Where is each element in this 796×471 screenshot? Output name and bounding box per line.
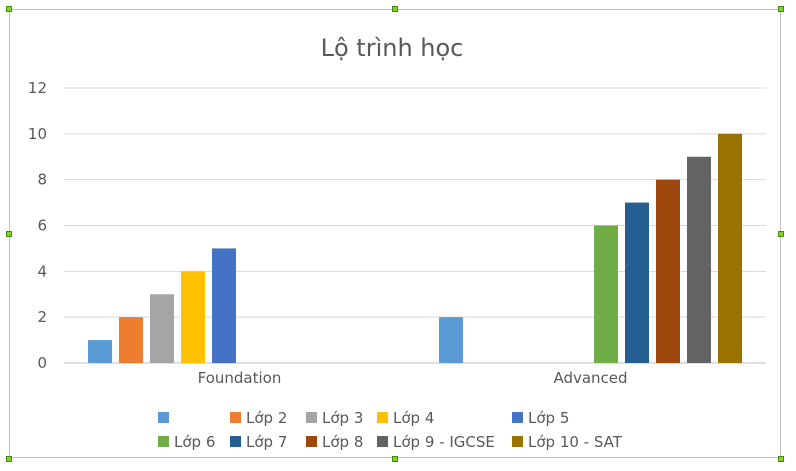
bars <box>88 133 742 364</box>
resize-handle-bottom-center[interactable] <box>392 456 398 462</box>
legend-swatch <box>306 436 317 447</box>
legend-label: Lớp 9 - IGCSE <box>393 433 495 451</box>
resize-handle-top-center[interactable] <box>392 6 398 12</box>
bar[interactable] <box>656 179 680 363</box>
legend-swatch <box>230 436 241 447</box>
legend-item[interactable]: Lớp 9 - IGCSE <box>377 433 495 451</box>
y-tick-label: 8 <box>37 171 47 189</box>
chart-frame[interactable] <box>9 9 781 458</box>
y-tick-label: 4 <box>37 262 47 280</box>
bar[interactable] <box>181 271 205 363</box>
bar[interactable] <box>687 156 711 363</box>
legend-label: Lớp 4 <box>393 409 434 427</box>
legend-item[interactable]: Lớp 7 <box>230 433 287 451</box>
legend-label: Lớp 8 <box>322 433 363 451</box>
legend-swatch <box>158 436 169 447</box>
legend-item[interactable]: Lớp 2 <box>230 409 287 427</box>
legend-item[interactable]: Lớp 3 <box>306 409 363 427</box>
legend-label: Lớp 10 - SAT <box>528 433 623 451</box>
legend-item[interactable]: Lớp 5 <box>512 409 569 427</box>
bar[interactable] <box>718 133 742 363</box>
resize-handle-bottom-right[interactable] <box>778 456 784 462</box>
legend-label: Lớp 7 <box>246 433 287 451</box>
legend: Lớp 2 Lớp 3 Lớp 4 Lớp 5 Lớp 6 Lớp 7 Lớp 8 Lớp 9… <box>158 409 623 451</box>
category-label: Advanced <box>553 369 627 387</box>
legend-item[interactable]: Lớp 6 <box>158 433 215 451</box>
bar[interactable] <box>88 340 112 363</box>
legend-label: Lớp 6 <box>174 433 215 451</box>
y-tick-label: 6 <box>37 217 47 235</box>
legend-swatch <box>377 436 388 447</box>
y-tick-label: 10 <box>28 125 47 143</box>
legend-swatch <box>512 436 523 447</box>
resize-handle-middle-left[interactable] <box>6 231 12 237</box>
legend-swatch <box>230 412 241 423</box>
y-axis-ticks: 0 2 4 6 8 10 12 <box>28 79 47 372</box>
resize-handle-middle-right[interactable] <box>778 231 784 237</box>
bar[interactable] <box>439 317 463 363</box>
category-label: Foundation <box>198 369 282 387</box>
bar[interactable] <box>594 225 618 364</box>
resize-handle-top-left[interactable] <box>6 6 12 12</box>
chart-title: Lộ trình học <box>321 34 464 62</box>
bar[interactable] <box>119 317 143 363</box>
y-tick-label: 0 <box>37 354 47 372</box>
bar[interactable] <box>212 248 236 363</box>
legend-label: Lớp 5 <box>528 409 569 427</box>
bar[interactable] <box>150 294 174 363</box>
legend-swatch <box>306 412 317 423</box>
legend-swatch <box>377 412 388 423</box>
legend-item[interactable]: Lớp 10 - SAT <box>512 433 623 451</box>
legend-item[interactable]: Lớp 4 <box>377 409 434 427</box>
y-tick-label: 12 <box>28 79 47 97</box>
y-tick-label: 2 <box>37 308 47 326</box>
legend-label: Lớp 2 <box>246 409 287 427</box>
resize-handle-bottom-left[interactable] <box>6 456 12 462</box>
legend-label: Lớp 3 <box>322 409 363 427</box>
legend-swatch <box>158 412 169 423</box>
resize-handle-top-right[interactable] <box>778 6 784 12</box>
bar[interactable] <box>625 202 649 363</box>
legend-swatch <box>512 412 523 423</box>
legend-item[interactable] <box>158 412 169 423</box>
legend-item[interactable]: Lớp 8 <box>306 433 363 451</box>
x-axis-categories: Foundation Advanced <box>198 369 628 387</box>
